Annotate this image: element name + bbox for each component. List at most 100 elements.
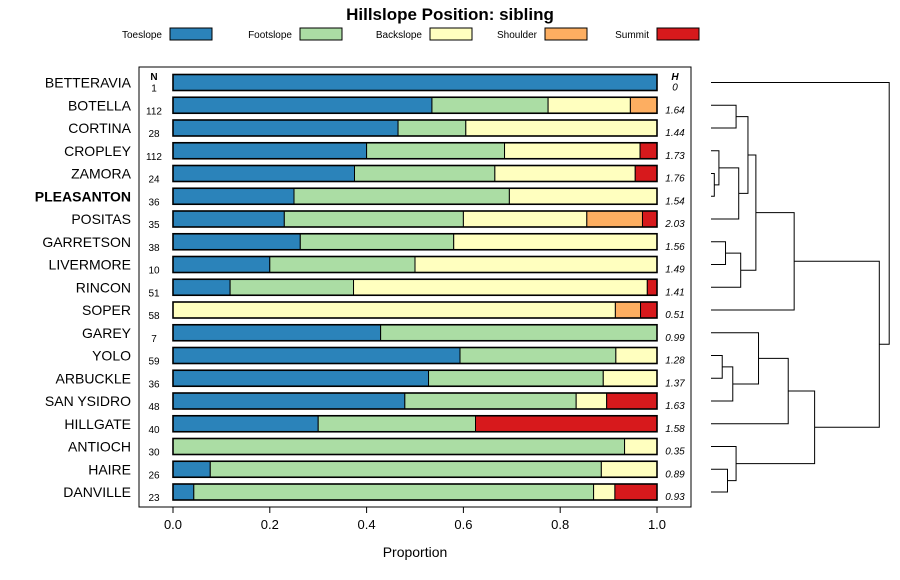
bar-hillgate-toeslope bbox=[172, 415, 319, 433]
bar-haire-backslope bbox=[600, 460, 658, 478]
bar-outline-haire bbox=[172, 460, 658, 479]
bar-botella-backslope bbox=[547, 96, 631, 114]
bar-san-ysidro-footslope bbox=[404, 392, 577, 410]
h-value-rincon: 1.41 bbox=[665, 287, 684, 298]
x-tick-label-1-0: 1.0 bbox=[648, 517, 666, 532]
row-label-haire: HAIRE bbox=[88, 461, 131, 477]
x-tick-label-0-6: 0.6 bbox=[454, 517, 472, 532]
h-value-antioch: 0.35 bbox=[665, 447, 685, 458]
dendrogram-link-11 bbox=[736, 116, 749, 194]
dendrogram-link-15 bbox=[736, 390, 816, 465]
legend-label-footslope: Footslope bbox=[248, 30, 292, 41]
bar-cortina-backslope bbox=[465, 119, 658, 137]
bar-san-ysidro-backslope bbox=[575, 392, 608, 410]
bar-yolo-footslope bbox=[459, 347, 617, 364]
bar-san-ysidro-summit bbox=[606, 392, 658, 410]
bar-outline-livermore bbox=[172, 255, 658, 274]
bar-cropley-toeslope bbox=[172, 142, 368, 160]
legend-label-summit: Summit bbox=[615, 30, 649, 41]
row-label-zamora: ZAMORA bbox=[71, 166, 132, 182]
bar-outline-yolo bbox=[172, 346, 658, 365]
row-label-positas: POSITAS bbox=[71, 211, 131, 227]
n-value-positas: 35 bbox=[148, 220, 160, 231]
bar-outline-soper bbox=[172, 301, 658, 319]
bar-positas-shoulder bbox=[586, 210, 643, 228]
n-value-livermore: 10 bbox=[148, 266, 160, 277]
n-value-san-ysidro: 48 bbox=[148, 402, 160, 413]
bar-outline-danville bbox=[172, 483, 658, 501]
bar-betteravia-toeslope bbox=[172, 74, 658, 91]
plot-frame bbox=[138, 66, 692, 508]
bar-outline-betteravia bbox=[172, 73, 658, 92]
h-column-header: H bbox=[671, 72, 679, 83]
bar-livermore-toeslope bbox=[172, 256, 271, 273]
h-value-botella: 1.64 bbox=[665, 105, 685, 116]
legend-swatch-shoulder bbox=[544, 27, 588, 41]
dendrogram-link-2 bbox=[711, 241, 727, 265]
chart-title: Hillslope Position: sibling bbox=[346, 5, 554, 24]
bar-rincon-backslope bbox=[353, 278, 648, 296]
legend-swatch-backslope bbox=[429, 27, 473, 41]
row-label-rincon: RINCON bbox=[76, 279, 131, 295]
bar-haire-toeslope bbox=[172, 460, 211, 478]
bar-outline-rincon bbox=[172, 278, 658, 297]
bar-cortina-toeslope bbox=[172, 119, 399, 137]
bar-yolo-backslope bbox=[615, 347, 658, 364]
dendrogram-link-4 bbox=[711, 355, 723, 379]
n-value-zamora: 24 bbox=[148, 175, 160, 186]
bar-danville-summit bbox=[614, 483, 658, 501]
dendrogram-link-3 bbox=[711, 104, 737, 129]
x-axis-title: Proportion bbox=[383, 544, 448, 560]
bar-rincon-summit bbox=[646, 278, 658, 296]
legend-swatch-toeslope bbox=[169, 27, 213, 41]
n-value-antioch: 30 bbox=[148, 448, 160, 459]
bar-danville-toeslope bbox=[172, 483, 195, 501]
bar-arbuckle-backslope bbox=[602, 369, 658, 387]
bar-outline-garey bbox=[172, 323, 658, 342]
dendrogram bbox=[711, 82, 890, 493]
legend-swatch-summit bbox=[656, 27, 700, 41]
legend: Toeslope Footslope Backslope Shoulder Summit bbox=[122, 27, 700, 41]
x-tick-label-0-4: 0.4 bbox=[358, 517, 376, 532]
row-label-pleasanton: PLEASANTON bbox=[35, 188, 131, 204]
dendrogram-link-1 bbox=[711, 150, 720, 186]
bar-zamora-footslope bbox=[354, 165, 496, 182]
row-label-garretson: GARRETSON bbox=[42, 234, 131, 250]
bar-botella-footslope bbox=[431, 96, 549, 114]
h-value-soper: 0.51 bbox=[665, 310, 684, 321]
row-label-botella: BOTELLA bbox=[68, 97, 132, 113]
n-value-cropley: 112 bbox=[146, 152, 162, 163]
bar-positas-footslope bbox=[283, 210, 464, 228]
row-label-cropley: CROPLEY bbox=[64, 143, 132, 159]
row-label-soper: SOPER bbox=[82, 302, 131, 318]
n-value-arbuckle: 36 bbox=[148, 379, 160, 390]
bar-rincon-footslope bbox=[229, 278, 355, 296]
bar-san-ysidro-toeslope bbox=[172, 392, 406, 410]
n-value-garey: 7 bbox=[151, 334, 157, 345]
bar-yolo-toeslope bbox=[172, 347, 461, 364]
h-value-garey: 0.99 bbox=[665, 333, 685, 344]
bar-livermore-backslope bbox=[414, 256, 658, 273]
n-value-haire: 26 bbox=[148, 470, 160, 481]
bar-pleasanton-toeslope bbox=[172, 187, 295, 205]
bar-arbuckle-toeslope bbox=[172, 369, 430, 387]
legend-label-toeslope: Toeslope bbox=[122, 30, 162, 41]
bar-outline-hillgate bbox=[172, 414, 658, 433]
bar-positas-summit bbox=[641, 210, 658, 228]
h-value-hillgate: 1.58 bbox=[665, 424, 685, 435]
n-value-betteravia: 1 bbox=[151, 84, 157, 95]
row-label-antioch: ANTIOCH bbox=[68, 439, 131, 455]
dendrogram-link-9 bbox=[711, 167, 740, 220]
bar-outline-zamora bbox=[172, 164, 658, 183]
h-value-cortina: 1.44 bbox=[665, 128, 685, 139]
bar-soper-shoulder bbox=[614, 301, 642, 319]
h-value-positas: 2.03 bbox=[664, 219, 685, 230]
bar-pleasanton-footslope bbox=[293, 187, 510, 205]
h-value-san-ysidro: 1.63 bbox=[665, 401, 685, 412]
x-tick-label-0-8: 0.8 bbox=[551, 517, 569, 532]
dendrogram-link-16 bbox=[794, 260, 880, 428]
bar-garretson-backslope bbox=[453, 233, 658, 251]
bar-garretson-toeslope bbox=[172, 233, 301, 251]
legend-label-backslope: Backslope bbox=[376, 30, 423, 41]
bar-outline-cropley bbox=[172, 141, 658, 160]
